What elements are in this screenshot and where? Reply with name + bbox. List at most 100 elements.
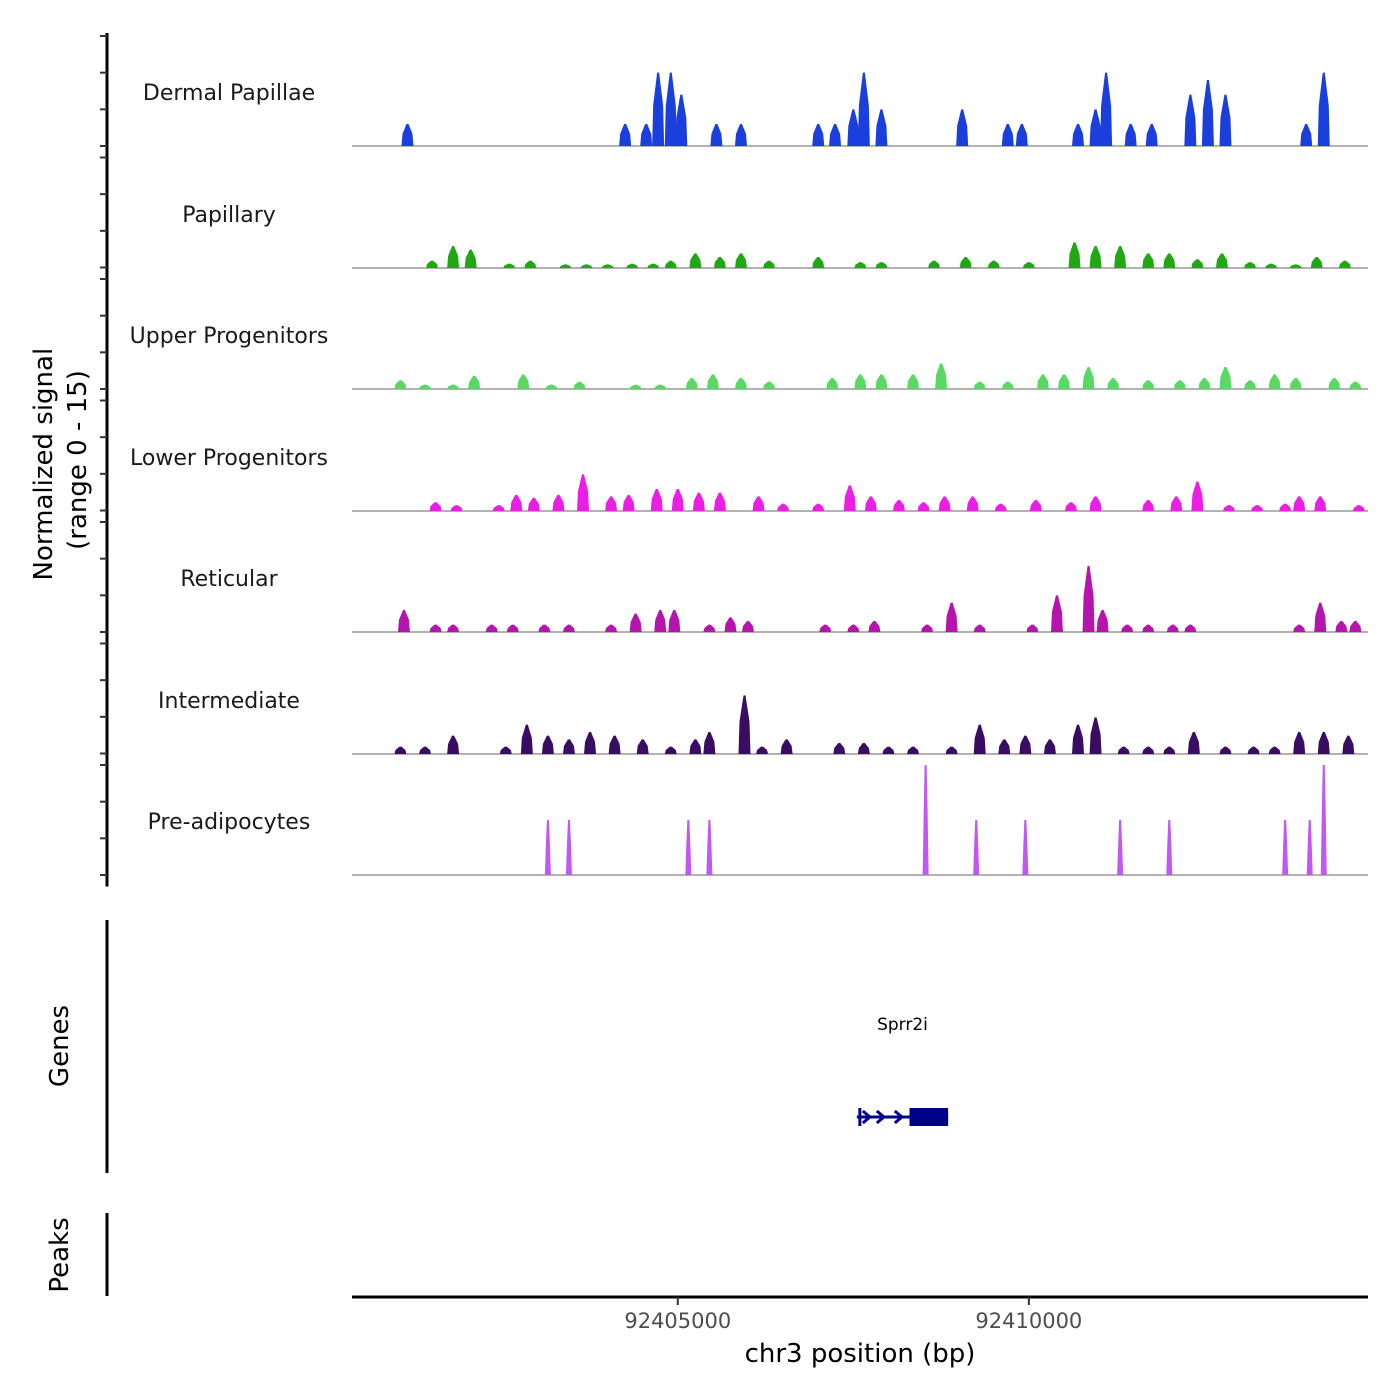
signal-peak bbox=[1100, 72, 1113, 146]
signal-peak bbox=[907, 746, 920, 754]
signal-peak bbox=[710, 124, 723, 146]
track-intermediate: Intermediate bbox=[158, 689, 1368, 755]
signal-y-axis bbox=[100, 33, 109, 887]
signal-peak bbox=[875, 109, 888, 146]
signal-peak bbox=[1314, 496, 1327, 511]
track-label: Lower Progenitors bbox=[130, 446, 328, 471]
signal-peak bbox=[752, 496, 765, 511]
signal-peak bbox=[1166, 820, 1173, 875]
signal-peak bbox=[544, 820, 551, 875]
signal-peak bbox=[1166, 624, 1179, 632]
signal-peak bbox=[552, 494, 565, 511]
signal-peak bbox=[1328, 378, 1341, 389]
signal-peak bbox=[671, 489, 684, 511]
signal-peak bbox=[1279, 503, 1292, 511]
signal-peak bbox=[1114, 246, 1127, 268]
signal-peak bbox=[973, 820, 980, 875]
signal-peak bbox=[654, 384, 667, 389]
signal-peak bbox=[1089, 246, 1102, 268]
track-label: Dermal Papillae bbox=[143, 81, 315, 106]
signal-peak bbox=[1219, 746, 1232, 754]
signal-peak bbox=[706, 820, 713, 875]
signal-peak bbox=[447, 624, 460, 632]
track-label: Papillary bbox=[182, 203, 276, 228]
signal-peak bbox=[605, 624, 618, 632]
signal-peak bbox=[987, 260, 1000, 268]
signal-peak bbox=[1089, 717, 1102, 754]
signal-peak bbox=[1317, 72, 1330, 146]
signal-peak bbox=[1219, 94, 1232, 146]
gene-annotation-track: Sprr2i bbox=[856, 1015, 949, 1126]
signal-peak bbox=[812, 124, 825, 146]
track-label: Intermediate bbox=[158, 689, 300, 714]
signal-peak bbox=[1043, 739, 1056, 754]
signal-peak bbox=[1219, 367, 1232, 389]
signal-peak bbox=[1289, 378, 1302, 389]
signal-peak bbox=[763, 381, 776, 389]
signal-peak bbox=[1293, 624, 1306, 632]
signal-peak bbox=[1117, 746, 1130, 754]
signal-peak bbox=[857, 72, 870, 146]
signal-peak bbox=[1173, 380, 1186, 389]
signal-peak bbox=[857, 743, 870, 754]
signal-peak bbox=[829, 124, 842, 146]
signal-peak bbox=[1300, 124, 1313, 146]
signal-peak bbox=[994, 503, 1007, 511]
signal-peak bbox=[1117, 820, 1124, 875]
signal-peak bbox=[1142, 380, 1155, 389]
signal-peak bbox=[1142, 746, 1155, 754]
signal-peak bbox=[922, 765, 929, 875]
signal-peak bbox=[973, 624, 986, 632]
signal-peak bbox=[1072, 724, 1085, 754]
signal-peak bbox=[1338, 260, 1351, 268]
signal-peak bbox=[1293, 732, 1306, 754]
signal-peak bbox=[527, 497, 540, 511]
signal-peak bbox=[1050, 595, 1063, 632]
signal-peak bbox=[562, 624, 575, 632]
signal-peak bbox=[1314, 602, 1327, 632]
signal-peak bbox=[1145, 124, 1158, 146]
peaks-track-label: Peaks bbox=[45, 1217, 75, 1292]
signal-peak bbox=[703, 624, 716, 632]
signal-peak bbox=[517, 374, 530, 389]
signal-peak bbox=[538, 624, 551, 632]
track-pre-adipocytes: Pre-adipocytes bbox=[148, 765, 1368, 876]
signal-peak bbox=[394, 380, 407, 389]
signal-peak bbox=[921, 624, 934, 632]
signal-peak bbox=[640, 124, 653, 146]
signal-peak bbox=[1349, 381, 1362, 389]
track-label: Pre-adipocytes bbox=[148, 810, 311, 835]
y-axis-title-line2: (range 0 - 15) bbox=[63, 370, 93, 550]
signal-peak bbox=[1022, 262, 1035, 268]
signal-peak bbox=[833, 743, 846, 754]
signal-peak bbox=[938, 496, 951, 511]
signal-peak bbox=[1096, 610, 1109, 632]
signal-peak bbox=[854, 262, 867, 268]
signal-peak bbox=[692, 492, 705, 511]
signal-peak bbox=[734, 253, 747, 268]
signal-peak bbox=[742, 621, 755, 632]
signal-peak bbox=[1222, 505, 1235, 511]
signal-peak bbox=[1072, 124, 1085, 146]
track-label: Upper Progenitors bbox=[130, 324, 329, 349]
signal-peak bbox=[1320, 765, 1327, 875]
signal-peak bbox=[1282, 820, 1289, 875]
signal-peak bbox=[601, 264, 614, 268]
signal-peak bbox=[734, 124, 747, 146]
signal-peak bbox=[492, 505, 505, 511]
signal-peak bbox=[1082, 367, 1095, 389]
signal-peak bbox=[675, 94, 688, 146]
signal-peak bbox=[447, 246, 460, 268]
signal-peak bbox=[1244, 262, 1257, 268]
signal-peak bbox=[998, 739, 1011, 754]
signal-peak bbox=[1121, 624, 1134, 632]
signal-peak bbox=[464, 249, 477, 268]
signal-peak bbox=[626, 263, 639, 268]
signal-peak bbox=[1310, 257, 1323, 268]
signal-peak bbox=[1342, 735, 1355, 754]
track-reticular: Reticular bbox=[180, 566, 1368, 633]
signal-peak bbox=[629, 613, 642, 632]
signal-peak bbox=[419, 384, 432, 389]
x-axis-title: chr3 position (bp) bbox=[745, 1339, 976, 1369]
